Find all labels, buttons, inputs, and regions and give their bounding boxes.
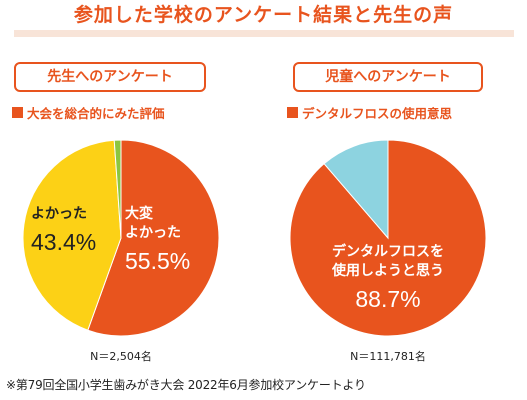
pie-label-line-1-0-1: 使用しようと思う bbox=[331, 262, 444, 279]
pie-label-line-1-0-0: デンタルフロスを bbox=[332, 243, 444, 260]
student-survey-subtitle: デンタルフロスの使用意思 bbox=[287, 103, 452, 122]
pie-slice-1-1 bbox=[323, 139, 389, 240]
teacher-survey-header: 先生へのアンケート bbox=[14, 62, 206, 92]
teacher-survey-subtitle: 大会を総合的にみた評価 bbox=[12, 103, 165, 122]
square-marker-icon bbox=[287, 107, 298, 118]
pie-value-0-1: 43.4% bbox=[31, 229, 96, 255]
student-sample-size: N＝111,781名 bbox=[350, 350, 426, 363]
teacher-sample-size: N＝2,504名 bbox=[90, 350, 152, 363]
student-survey-header: 児童へのアンケート bbox=[293, 62, 483, 92]
pie-label-line-0-0-1: よかった bbox=[125, 225, 181, 241]
square-marker-icon bbox=[12, 107, 23, 118]
page-title: 参加した学校のアンケート結果と先生の声 bbox=[73, 4, 454, 26]
pie-slice-0-2 bbox=[113, 139, 122, 239]
pie-label-line-0-1-0: よかった bbox=[31, 206, 87, 222]
footnote: ※第79回全国小学生歯みがき大会 2022年6月参加校アンケートより bbox=[6, 378, 366, 392]
teacher-survey-subtitle-text: 大会を総合的にみた評価 bbox=[27, 106, 165, 121]
pie-label-line-0-0-0: 大変 bbox=[125, 205, 153, 222]
pie-slice-0-0 bbox=[87, 139, 220, 337]
pie-slice-0-1 bbox=[22, 139, 122, 331]
pie-label-0-1: よかった 43.4% bbox=[31, 206, 96, 255]
pie-value-0-0: 55.5% bbox=[125, 248, 190, 274]
student-survey-subtitle-text: デンタルフロスの使用意思 bbox=[302, 106, 453, 121]
pie-value-1-0: 88.7% bbox=[355, 286, 420, 312]
